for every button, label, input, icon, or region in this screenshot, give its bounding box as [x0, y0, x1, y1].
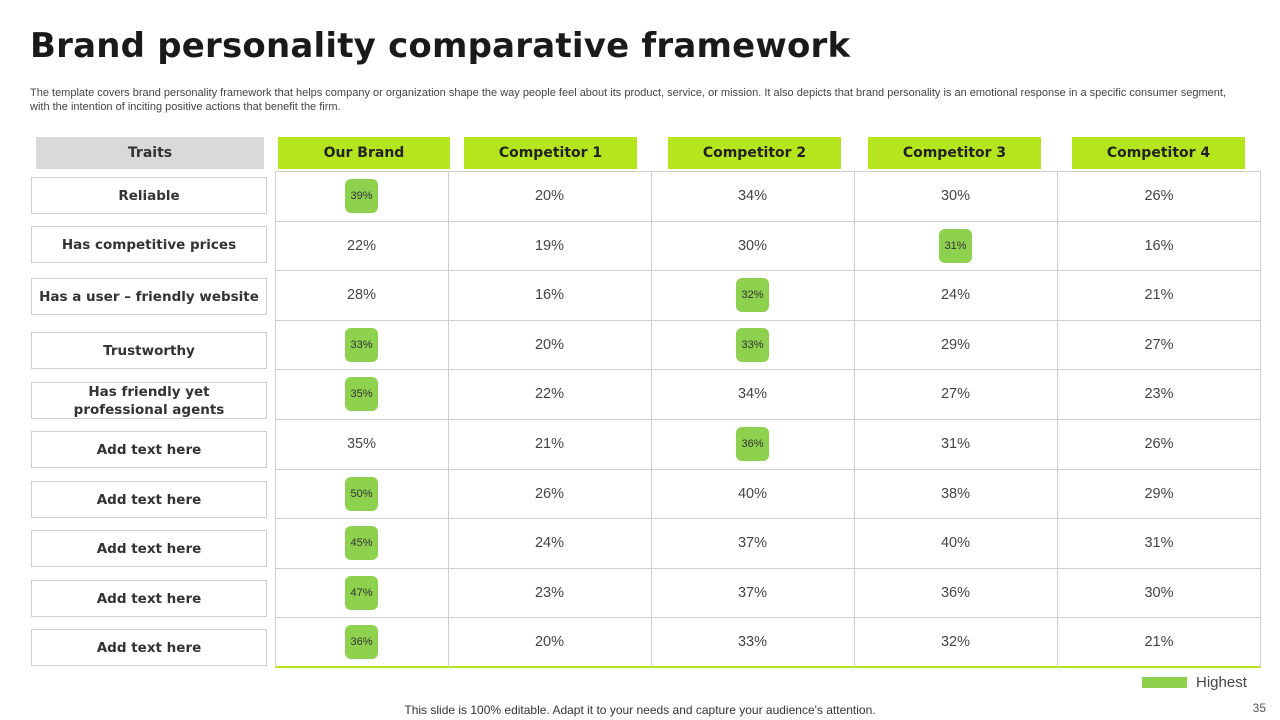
trait-label: Trustworthy — [31, 332, 267, 369]
table-cell: 33% — [651, 320, 854, 369]
legend-swatch — [1142, 677, 1187, 688]
row-divider — [275, 270, 1261, 271]
table-cell: 32% — [651, 270, 854, 319]
column-header-competitor-2: Competitor 2 — [668, 137, 841, 169]
column-divider — [651, 171, 652, 667]
table-cell: 31% — [854, 221, 1057, 270]
table-cell: 16% — [534, 286, 565, 303]
trait-label: Has a user – friendly website — [31, 278, 267, 315]
table-cell: 29% — [940, 336, 971, 353]
page-description: The template covers brand personality fr… — [30, 87, 1226, 113]
trait-label: Add text here — [31, 431, 267, 468]
table-cell: 16% — [1144, 237, 1174, 254]
row-divider — [275, 369, 1261, 370]
table-cell: 32% — [940, 633, 971, 650]
table-cell: 27% — [940, 385, 971, 402]
highest-value-badge: 33% — [736, 327, 769, 362]
table-cell: 21% — [1144, 286, 1174, 303]
column-header-competitor-1: Competitor 1 — [464, 137, 637, 169]
row-divider — [275, 320, 1261, 321]
table-cell: 20% — [534, 633, 565, 650]
table-cell: 36% — [940, 584, 971, 601]
traits-header: Traits — [36, 137, 264, 169]
trait-label: Has competitive prices — [31, 226, 267, 263]
table-cell: 26% — [534, 485, 565, 502]
table-cell: 34% — [737, 187, 768, 204]
column-header-competitor-3: Competitor 3 — [868, 137, 1041, 169]
highest-value-badge: 31% — [939, 228, 972, 263]
table-cell: 30% — [737, 237, 768, 254]
table-cell: 21% — [1144, 633, 1174, 650]
table-cell: 20% — [534, 336, 565, 353]
table-cell: 24% — [940, 286, 971, 303]
highest-value-badge: 33% — [345, 327, 378, 362]
trait-label: Has friendly yet professional agents — [31, 382, 267, 419]
trait-label: Add text here — [31, 580, 267, 617]
column-header-our-brand: Our Brand — [278, 137, 450, 169]
table-cell: 36% — [275, 617, 448, 666]
column-divider — [448, 171, 449, 667]
table-cell: 33% — [275, 320, 448, 369]
row-divider — [275, 221, 1261, 222]
trait-label: Add text here — [31, 530, 267, 567]
table-cell: 27% — [1144, 336, 1174, 353]
table-cell: 35% — [275, 369, 448, 418]
highest-value-badge: 47% — [345, 575, 378, 610]
legend-label: Highest — [1196, 674, 1247, 691]
table-cell: 26% — [1144, 187, 1174, 204]
row-divider — [275, 419, 1261, 420]
table-cell: 20% — [534, 187, 565, 204]
trait-label: Add text here — [31, 629, 267, 666]
table-cell: 50% — [275, 469, 448, 518]
column-divider — [854, 171, 855, 667]
highest-value-badge: 45% — [345, 525, 378, 560]
row-divider — [275, 469, 1261, 470]
table-cell: 23% — [1144, 385, 1174, 402]
table-cell: 37% — [737, 584, 768, 601]
column-divider — [1057, 171, 1058, 667]
row-divider — [275, 568, 1261, 569]
table-cell: 45% — [275, 518, 448, 567]
trait-label: Reliable — [31, 177, 267, 214]
table-cell: 21% — [534, 435, 565, 452]
table-cell: 35% — [346, 435, 377, 452]
table-cell: 29% — [1144, 485, 1174, 502]
table-cell: 33% — [737, 633, 768, 650]
page-title: Brand personality comparative framework — [30, 26, 851, 66]
highest-value-badge: 39% — [345, 178, 378, 213]
table-cell: 37% — [737, 534, 768, 551]
row-divider — [275, 518, 1261, 519]
table-cell: 31% — [1144, 534, 1174, 551]
table-cell: 26% — [1144, 435, 1174, 452]
table-cell: 22% — [534, 385, 565, 402]
table-cell: 31% — [940, 435, 971, 452]
table-cell: 40% — [737, 485, 768, 502]
table-cell: 24% — [534, 534, 565, 551]
row-divider — [275, 617, 1261, 618]
highest-value-badge: 36% — [736, 426, 769, 461]
page-number: 35 — [1252, 701, 1266, 715]
table-cell: 19% — [534, 237, 565, 254]
highest-value-badge: 36% — [345, 624, 378, 659]
highest-value-badge: 50% — [345, 476, 378, 511]
highest-value-badge: 35% — [345, 376, 378, 411]
column-header-competitor-4: Competitor 4 — [1072, 137, 1245, 169]
table-cell: 30% — [940, 187, 971, 204]
table-cell: 47% — [275, 568, 448, 617]
highest-value-badge: 32% — [736, 277, 769, 312]
trait-label: Add text here — [31, 481, 267, 518]
table-cell: 39% — [275, 171, 448, 220]
table-cell: 30% — [1144, 584, 1174, 601]
footer-note: This slide is 100% editable. Adapt it to… — [404, 703, 876, 717]
table-cell: 23% — [534, 584, 565, 601]
table-cell: 38% — [940, 485, 971, 502]
table-cell: 34% — [737, 385, 768, 402]
table-cell: 36% — [651, 419, 854, 468]
table-cell: 28% — [346, 286, 377, 303]
table-cell: 22% — [346, 237, 377, 254]
table-cell: 40% — [940, 534, 971, 551]
